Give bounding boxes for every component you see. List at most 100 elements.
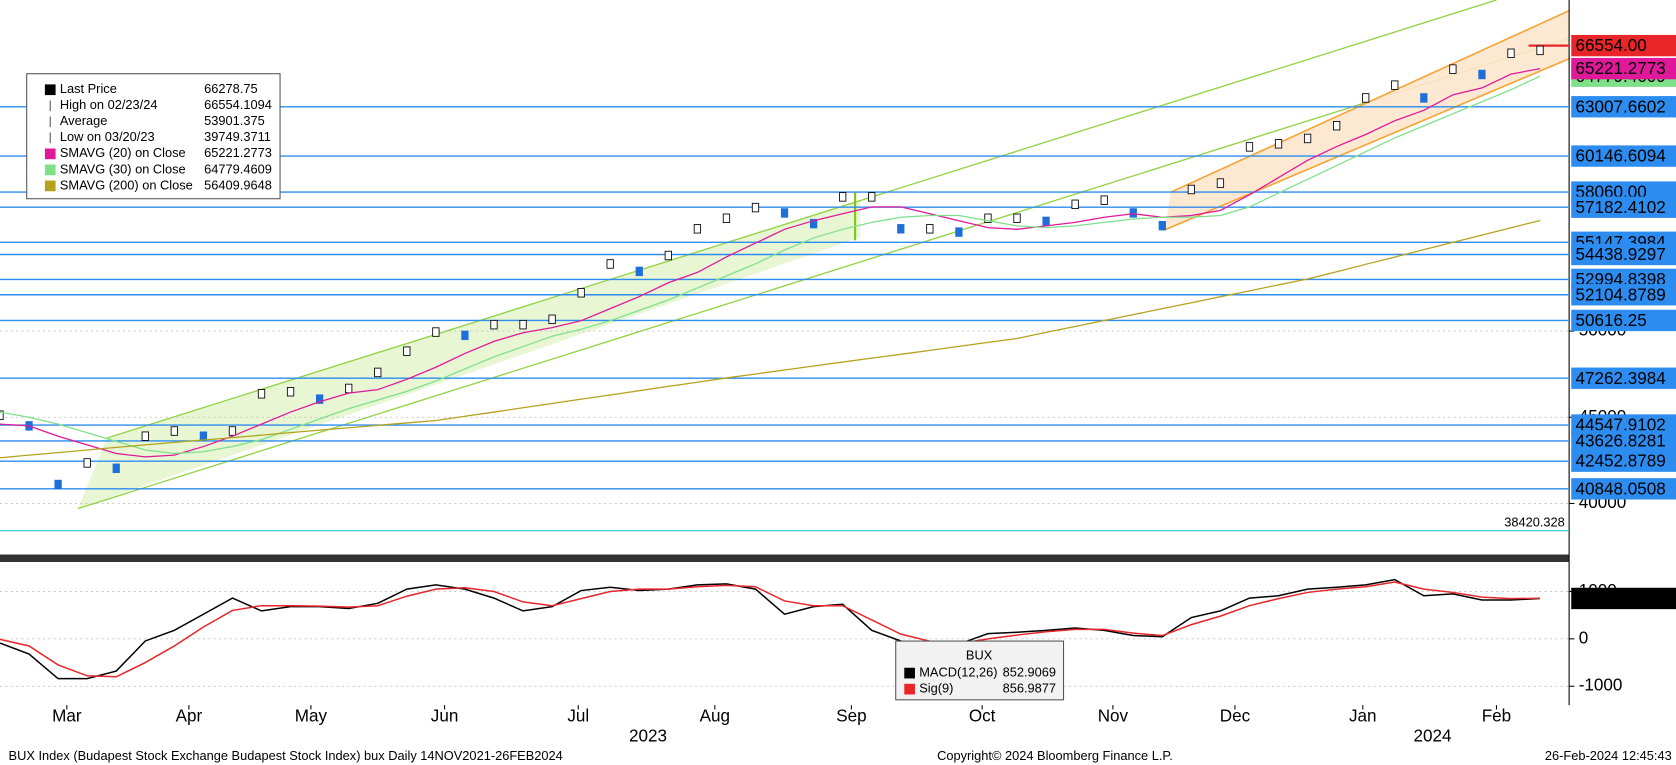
legend-swatch (904, 683, 915, 695)
x-tick-label: Oct (969, 706, 996, 725)
price-mark (809, 218, 818, 229)
price-mark (1187, 184, 1195, 195)
price-mark (984, 213, 992, 223)
legend-label: SMAVG (20) on Close (60, 145, 186, 160)
series-line (0, 219, 1541, 459)
level-label-box (1571, 309, 1676, 332)
price-mark (635, 266, 643, 277)
price-mark (1420, 93, 1428, 103)
y-tick-label: 0 (1579, 628, 1589, 647)
price-mark (868, 192, 876, 202)
legend-value: 56409.9648 (204, 177, 272, 192)
legend-label: Low on 03/20/23 (60, 129, 155, 144)
price-mark (1274, 139, 1283, 149)
price-mark (112, 463, 120, 473)
legend-label: SMAVG (30) on Close (60, 161, 186, 176)
year-label: 2024 (1414, 727, 1452, 746)
legend-value: 852.9069 (1003, 665, 1056, 680)
series-label-box (1571, 57, 1676, 80)
trend-line (1170, 9, 1570, 194)
price-mark (1013, 213, 1021, 223)
price-mark (519, 319, 527, 330)
price-mark (1478, 69, 1486, 80)
price-mark (374, 367, 382, 378)
price-mark (780, 208, 789, 218)
price-mark (1042, 216, 1050, 227)
price-mark (257, 389, 266, 399)
legend-value: 39749.3711 (204, 129, 271, 144)
price-mark (1391, 80, 1399, 90)
level-label-box (1571, 96, 1676, 118)
x-tick-label: Jan (1349, 706, 1377, 725)
price-mark (1333, 120, 1341, 131)
price-mark (170, 426, 178, 436)
legend-label: Sig(9) (919, 681, 953, 696)
level-label-box (1571, 145, 1676, 167)
x-tick-label: Mar (52, 706, 82, 725)
price-mark (693, 224, 702, 234)
x-tick-label: Dec (1220, 706, 1251, 725)
trend-line (1164, 58, 1570, 231)
price-mark (1362, 93, 1370, 103)
level-label: 57182.4102 (1576, 198, 1666, 217)
trend-channel-fill (78, 199, 861, 509)
legend-swatch (904, 667, 915, 679)
price-mark (1303, 133, 1312, 144)
level-label-box (1571, 243, 1676, 266)
level-label-box (1571, 284, 1676, 306)
level-label-box (1571, 450, 1676, 472)
series-label: 852.9069 (1576, 589, 1647, 608)
trend-line (106, 0, 1497, 439)
trend-line (77, 37, 1570, 510)
series-line (0, 67, 1541, 458)
price-mark (0, 410, 4, 420)
level-label: 38420.328 (1504, 515, 1565, 530)
x-tick-label: Jun (431, 706, 459, 725)
x-tick-label: Sep (836, 706, 866, 725)
legend-box (26, 73, 281, 200)
legend-value: 65221.2773 (204, 145, 272, 160)
legend-label: Average (60, 113, 108, 128)
series-line (0, 578, 1541, 680)
price-mark (1100, 195, 1108, 205)
price-mark (664, 250, 672, 261)
price-mark (403, 346, 411, 356)
level-label: 42452.8789 (1576, 452, 1666, 471)
legend-swatch (44, 164, 56, 176)
price-mark (1449, 64, 1457, 74)
legend-label: Last Price (60, 81, 117, 96)
legend-swatch (44, 84, 56, 96)
series-line (0, 75, 1541, 455)
x-tick-label: Apr (176, 706, 203, 725)
price-mark (315, 394, 324, 404)
price-mark (897, 224, 905, 234)
price-mark (1129, 208, 1137, 218)
footer-left: BUX Index (Budapest Stock Exchange Budap… (9, 748, 563, 763)
price-mark (1158, 220, 1166, 231)
level-label-box (1571, 430, 1676, 452)
year-label: 2023 (629, 727, 667, 746)
price-mark (54, 479, 62, 490)
legend-title: BUX (966, 647, 993, 662)
price-mark (228, 426, 237, 436)
price-mark (286, 387, 295, 397)
level-label-box (1571, 478, 1676, 500)
price-mark (751, 202, 760, 213)
price-mark (1507, 48, 1515, 58)
price-mark (1071, 199, 1079, 210)
price-mark (83, 458, 91, 468)
price-mark (490, 319, 498, 330)
legend-label: SMAVG (200) on Close (60, 177, 193, 192)
level-label: 66554.00 (1576, 36, 1647, 55)
footer-center: Copyright© 2024 Bloomberg Finance L.P. (937, 748, 1173, 763)
legend-value: 66554.1094 (204, 97, 272, 112)
level-label: 60146.6094 (1576, 147, 1666, 166)
level-label: 54438.9297 (1576, 245, 1666, 264)
x-tick-label: May (295, 706, 328, 725)
price-mark (1245, 142, 1254, 152)
price-mark (461, 330, 469, 341)
level-label-box (1571, 367, 1676, 389)
price-mark (722, 213, 731, 223)
